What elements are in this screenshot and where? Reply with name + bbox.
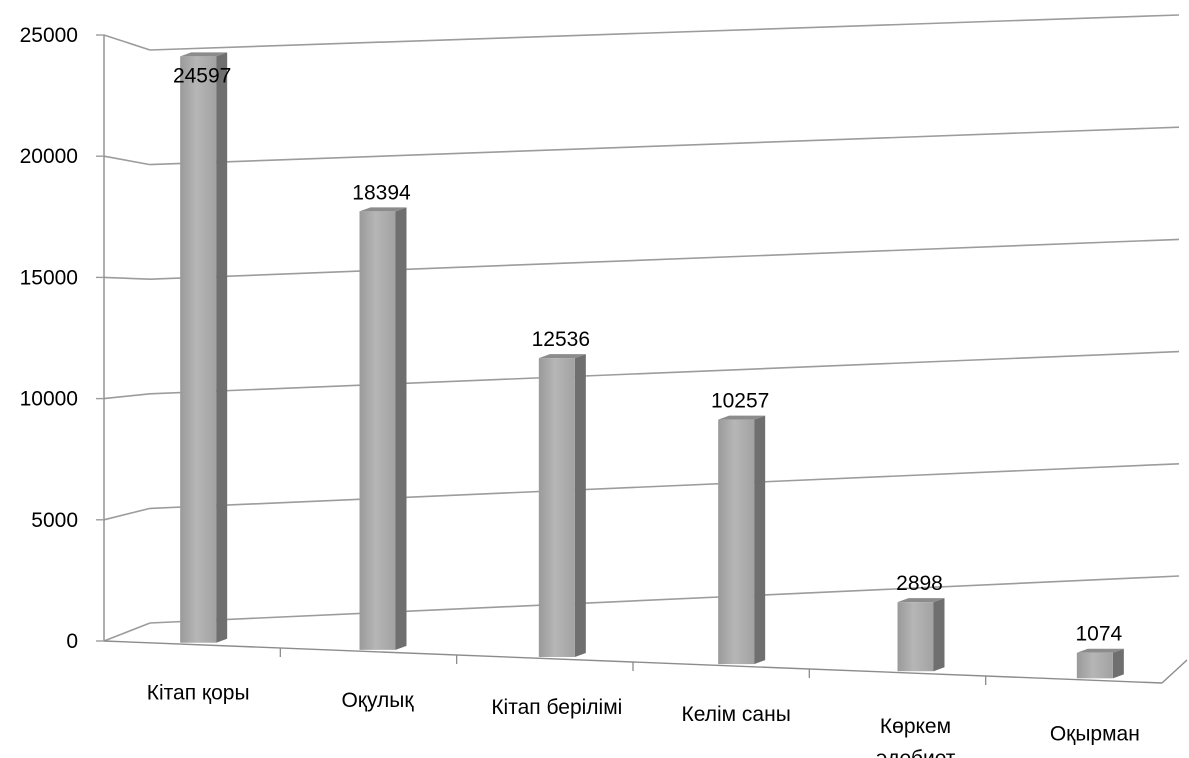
category-label: саны (1070, 754, 1119, 758)
gridline (103, 463, 1180, 521)
bar (897, 598, 945, 672)
bar-front (1076, 652, 1113, 679)
category-label: Келім саны (682, 703, 791, 726)
bar-front (538, 358, 575, 657)
gridline (103, 350, 1180, 400)
data-labels: 24597 18394 12536 10257 2898 1074 (173, 64, 1123, 645)
bar-side (754, 415, 766, 665)
category-label: Кітап берілімі (491, 696, 622, 719)
category-label: Көркем (880, 715, 951, 738)
gridline (103, 238, 1180, 280)
y-tick-label: 10000 (20, 388, 78, 411)
y-axis-tick-labels: 0 5000 10000 15000 20000 25000 (20, 24, 104, 653)
category-labels: Кітап қоры Оқулық Кітап берілімі Келім саны… (147, 682, 1140, 758)
bar (180, 52, 228, 643)
gridline (103, 575, 1180, 642)
data-label: 2898 (896, 572, 943, 595)
category-label: Оқулық (341, 689, 414, 712)
data-label: 10257 (711, 390, 769, 413)
y-tick-label: 25000 (20, 24, 78, 47)
bars (180, 52, 1124, 679)
bar (538, 354, 586, 657)
y-tick-label: 15000 (20, 266, 78, 289)
floor-edge (1161, 659, 1188, 684)
data-label: 24597 (173, 64, 231, 87)
bar-side (574, 354, 586, 657)
category-label: әдебиет (876, 747, 956, 758)
gridline (103, 14, 1180, 51)
y-tick-label: 0 (66, 630, 78, 653)
bar-top (538, 354, 586, 359)
axes (103, 35, 1188, 685)
bar-top (180, 52, 228, 57)
bar-front (718, 419, 755, 665)
category-label: Кітап қоры (147, 682, 250, 705)
y-tick-label: 20000 (20, 145, 78, 168)
bar (359, 207, 407, 650)
bar (718, 415, 766, 665)
data-label: 18394 (352, 181, 411, 204)
bar-side (933, 598, 945, 672)
bar-front (897, 602, 934, 672)
bar-side (395, 207, 407, 650)
bar-top (897, 598, 945, 603)
bar-top (359, 207, 407, 212)
bar-top (718, 415, 766, 420)
category-label: Оқырман (1050, 722, 1140, 745)
y-tick-label: 5000 (31, 509, 78, 532)
bar-front (359, 211, 396, 650)
bar-front (180, 56, 217, 643)
bar-top (1076, 648, 1124, 653)
bar (1076, 648, 1124, 679)
gridline (103, 126, 1180, 166)
data-label: 1074 (1075, 623, 1122, 646)
bar-side (1112, 648, 1124, 679)
data-label: 12536 (532, 328, 590, 351)
bar-side (216, 52, 228, 643)
gridlines (103, 14, 1180, 642)
